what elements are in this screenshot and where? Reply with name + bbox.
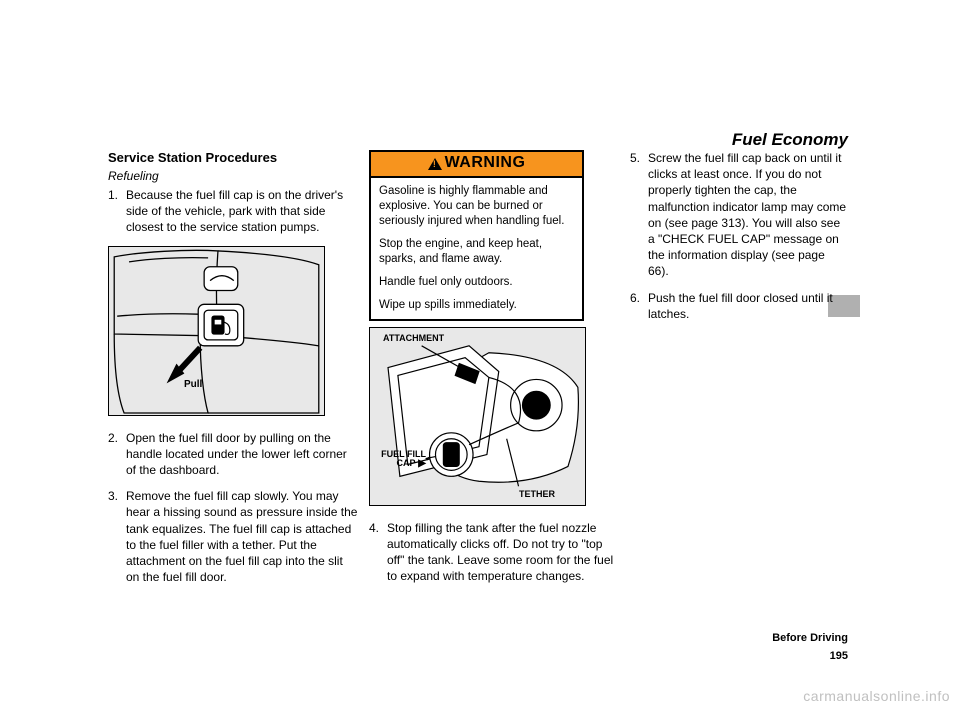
label-fuel-fill-cap: FUEL FILL CAP ▶ bbox=[374, 450, 426, 470]
step-4-num: 4. bbox=[369, 520, 379, 536]
illustration-fuel-release: Pull bbox=[108, 246, 325, 416]
step-2-num: 2. bbox=[108, 430, 118, 446]
step-5: 5. Screw the fuel fill cap back on until… bbox=[630, 150, 848, 280]
step-6: 6. Push the fuel fill door closed until … bbox=[630, 290, 848, 322]
step-5-num: 5. bbox=[630, 150, 640, 166]
step-1-text: Because the fuel fill cap is on the driv… bbox=[126, 188, 343, 234]
content-area: Fuel Economy Service Station Procedures … bbox=[108, 150, 848, 680]
column-1: Service Station Procedures Refueling 1. … bbox=[108, 150, 358, 595]
step-5-text: Screw the fuel fill cap back on until it… bbox=[648, 151, 846, 278]
step-6-num: 6. bbox=[630, 290, 640, 306]
page: Fuel Economy Service Station Procedures … bbox=[0, 0, 960, 714]
step-3-num: 3. bbox=[108, 488, 118, 504]
label-tether: TETHER bbox=[519, 489, 555, 499]
illustration-fuel-cap: ATTACHMENT FUEL FILL CAP ▶ TETHER bbox=[369, 327, 586, 506]
warning-header: WARNING bbox=[371, 152, 582, 178]
step-1-num: 1. bbox=[108, 187, 118, 203]
warning-box: WARNING Gasoline is highly flammable and… bbox=[369, 150, 584, 321]
step-1: 1. Because the fuel fill cap is on the d… bbox=[108, 187, 358, 236]
warning-p3: Handle fuel only outdoors. bbox=[379, 275, 574, 290]
warning-p2: Stop the engine, and keep heat, sparks, … bbox=[379, 237, 574, 267]
warning-body: Gasoline is highly flammable and explosi… bbox=[371, 178, 582, 319]
label-attachment: ATTACHMENT bbox=[383, 333, 444, 343]
step-6-text: Push the fuel fill door closed until it … bbox=[648, 291, 833, 321]
page-number: 195 bbox=[830, 650, 848, 662]
step-2-text: Open the fuel fill door by pulling on th… bbox=[126, 431, 347, 477]
watermark-text: carmanualsonline.info bbox=[803, 688, 950, 704]
warning-p1: Gasoline is highly flammable and explosi… bbox=[379, 184, 574, 229]
step-2: 2. Open the fuel fill door by pulling on… bbox=[108, 430, 358, 479]
footer-section-title: Before Driving bbox=[772, 632, 848, 644]
step-4-text: Stop filling the tank after the fuel noz… bbox=[387, 521, 613, 584]
column-3: 5. Screw the fuel fill cap back on until… bbox=[630, 150, 848, 332]
subhead-refueling: Refueling bbox=[108, 169, 358, 183]
step-3-text: Remove the fuel fill cap slowly. You may… bbox=[126, 489, 357, 584]
warning-label: WARNING bbox=[445, 154, 526, 172]
step-3: 3. Remove the fuel fill cap slowly. You … bbox=[108, 488, 358, 585]
alert-triangle-icon bbox=[428, 158, 442, 170]
warning-p4: Wipe up spills immediately. bbox=[379, 298, 574, 313]
label-pull: Pull bbox=[184, 379, 202, 390]
column-2: WARNING Gasoline is highly flammable and… bbox=[369, 150, 619, 594]
step-4: 4. Stop filling the tank after the fuel … bbox=[369, 520, 619, 585]
subhead-service-station: Service Station Procedures bbox=[108, 150, 358, 165]
page-title: Fuel Economy bbox=[732, 130, 848, 150]
